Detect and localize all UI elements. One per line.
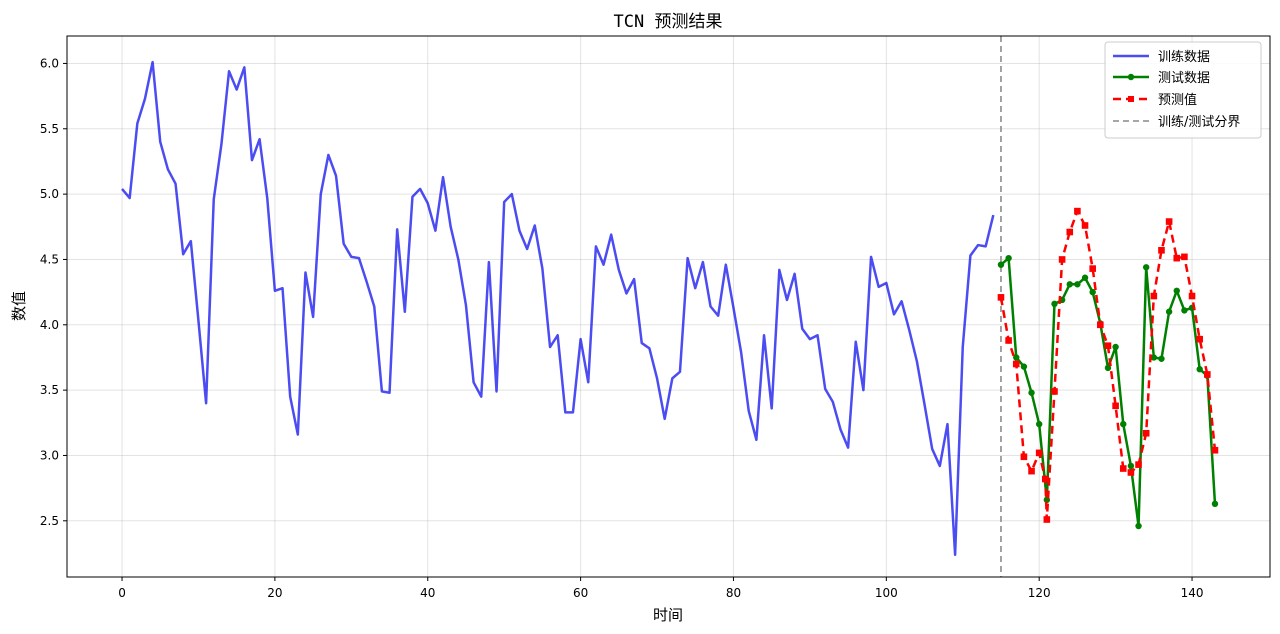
data-point: [1013, 354, 1020, 361]
data-point: [1112, 402, 1119, 410]
data-point: [1035, 420, 1043, 428]
data-point: [1104, 364, 1112, 372]
x-tick-label: 140: [1181, 586, 1204, 600]
x-tick-label: 40: [420, 586, 435, 600]
data-point: [1028, 467, 1035, 475]
data-point: [1158, 355, 1165, 362]
data-point: [1158, 247, 1165, 254]
y-tick-label: 3.0: [40, 448, 59, 462]
x-tick-label: 120: [1028, 586, 1051, 600]
data-point: [1089, 265, 1096, 272]
x-axis-label: 时间: [653, 606, 683, 624]
data-point: [1074, 207, 1081, 215]
plot-frame: [66, 35, 1271, 578]
series-line: [121, 60, 995, 557]
legend-label-pred: 预测值: [1158, 92, 1197, 108]
data-point: [1173, 287, 1180, 295]
data-point: [1081, 274, 1089, 281]
data-point: [1211, 446, 1219, 454]
data-point: [1127, 469, 1135, 476]
data-point: [1119, 465, 1127, 472]
data-point: [1104, 342, 1112, 350]
x-tick-label: 60: [573, 586, 588, 600]
y-axis-label: 数值: [10, 291, 28, 321]
data-point: [1043, 516, 1051, 523]
y-tick-label: 5.5: [40, 122, 59, 136]
data-point: [1051, 388, 1058, 395]
legend-box: [1104, 41, 1262, 139]
data-point: [1005, 337, 1012, 344]
legend-label-split: 训练/测试分界: [1158, 115, 1240, 130]
data-point: [1066, 228, 1074, 236]
data-point: [1188, 292, 1196, 300]
y-tick-label: 4.5: [40, 252, 59, 266]
data-point: [1165, 218, 1173, 225]
data-point: [1181, 253, 1188, 261]
data-point: [1204, 371, 1211, 378]
series-2: [997, 207, 1219, 523]
data-point: [1012, 360, 1020, 368]
x-tick-label: 20: [267, 586, 282, 600]
legend-marker-test: [1127, 73, 1135, 81]
data-point: [1127, 462, 1135, 470]
x-tick-label: 0: [118, 586, 126, 600]
legend-label-train: 训练数据: [1158, 50, 1210, 65]
data-point: [1051, 300, 1058, 308]
data-point: [1173, 254, 1181, 262]
y-tick-label: 3.5: [40, 383, 59, 397]
series-line: [999, 209, 1217, 521]
data-point: [1041, 475, 1049, 483]
data-point: [1120, 420, 1127, 428]
data-point: [1089, 288, 1096, 296]
legend: 训练数据 测试数据 预测值 训练/测试分界: [1104, 41, 1262, 139]
data-point: [997, 294, 1005, 301]
data-point: [1097, 321, 1104, 329]
data-point: [1112, 343, 1119, 351]
data-point: [1005, 254, 1012, 262]
data-point: [1020, 363, 1028, 370]
x-tick-label: 80: [726, 586, 741, 600]
data-point: [1150, 292, 1158, 300]
data-point: [1074, 281, 1081, 288]
data-point: [1066, 281, 1073, 288]
grid: [67, 36, 1270, 577]
x-axis: 0 20 40 60 80 100 120 140: [118, 577, 1203, 600]
data-point: [1150, 354, 1158, 361]
data-point: [1035, 449, 1043, 457]
y-tick-label: 5.0: [40, 187, 59, 201]
data-point: [1135, 522, 1142, 530]
data-point: [1058, 256, 1066, 263]
y-tick-label: 2.5: [40, 514, 59, 528]
data-point: [1196, 366, 1203, 373]
y-tick-label: 6.0: [40, 56, 59, 70]
data-point: [1196, 335, 1203, 343]
series-1: [997, 254, 1219, 530]
legend-label-test: 测试数据: [1158, 71, 1210, 86]
chart-title: TCN 预测结果: [614, 12, 723, 32]
x-tick-label: 100: [875, 586, 898, 600]
data-point: [1135, 461, 1142, 468]
data-point: [1020, 453, 1028, 461]
data-point: [1142, 264, 1150, 271]
data-point: [1181, 307, 1188, 314]
data-point: [1165, 308, 1173, 315]
data-point: [997, 261, 1005, 268]
data-point: [1211, 500, 1219, 508]
series-0: [121, 60, 995, 557]
data-point: [1142, 429, 1150, 437]
y-axis: 2.5 3.0 3.5 4.0 4.5 5.0 5.5 6.0: [40, 56, 67, 528]
data-point: [1028, 389, 1035, 396]
series-layer: [121, 60, 1219, 557]
y-tick-label: 4.0: [40, 318, 59, 332]
legend-marker-pred: [1128, 96, 1134, 102]
data-point: [1081, 222, 1089, 229]
